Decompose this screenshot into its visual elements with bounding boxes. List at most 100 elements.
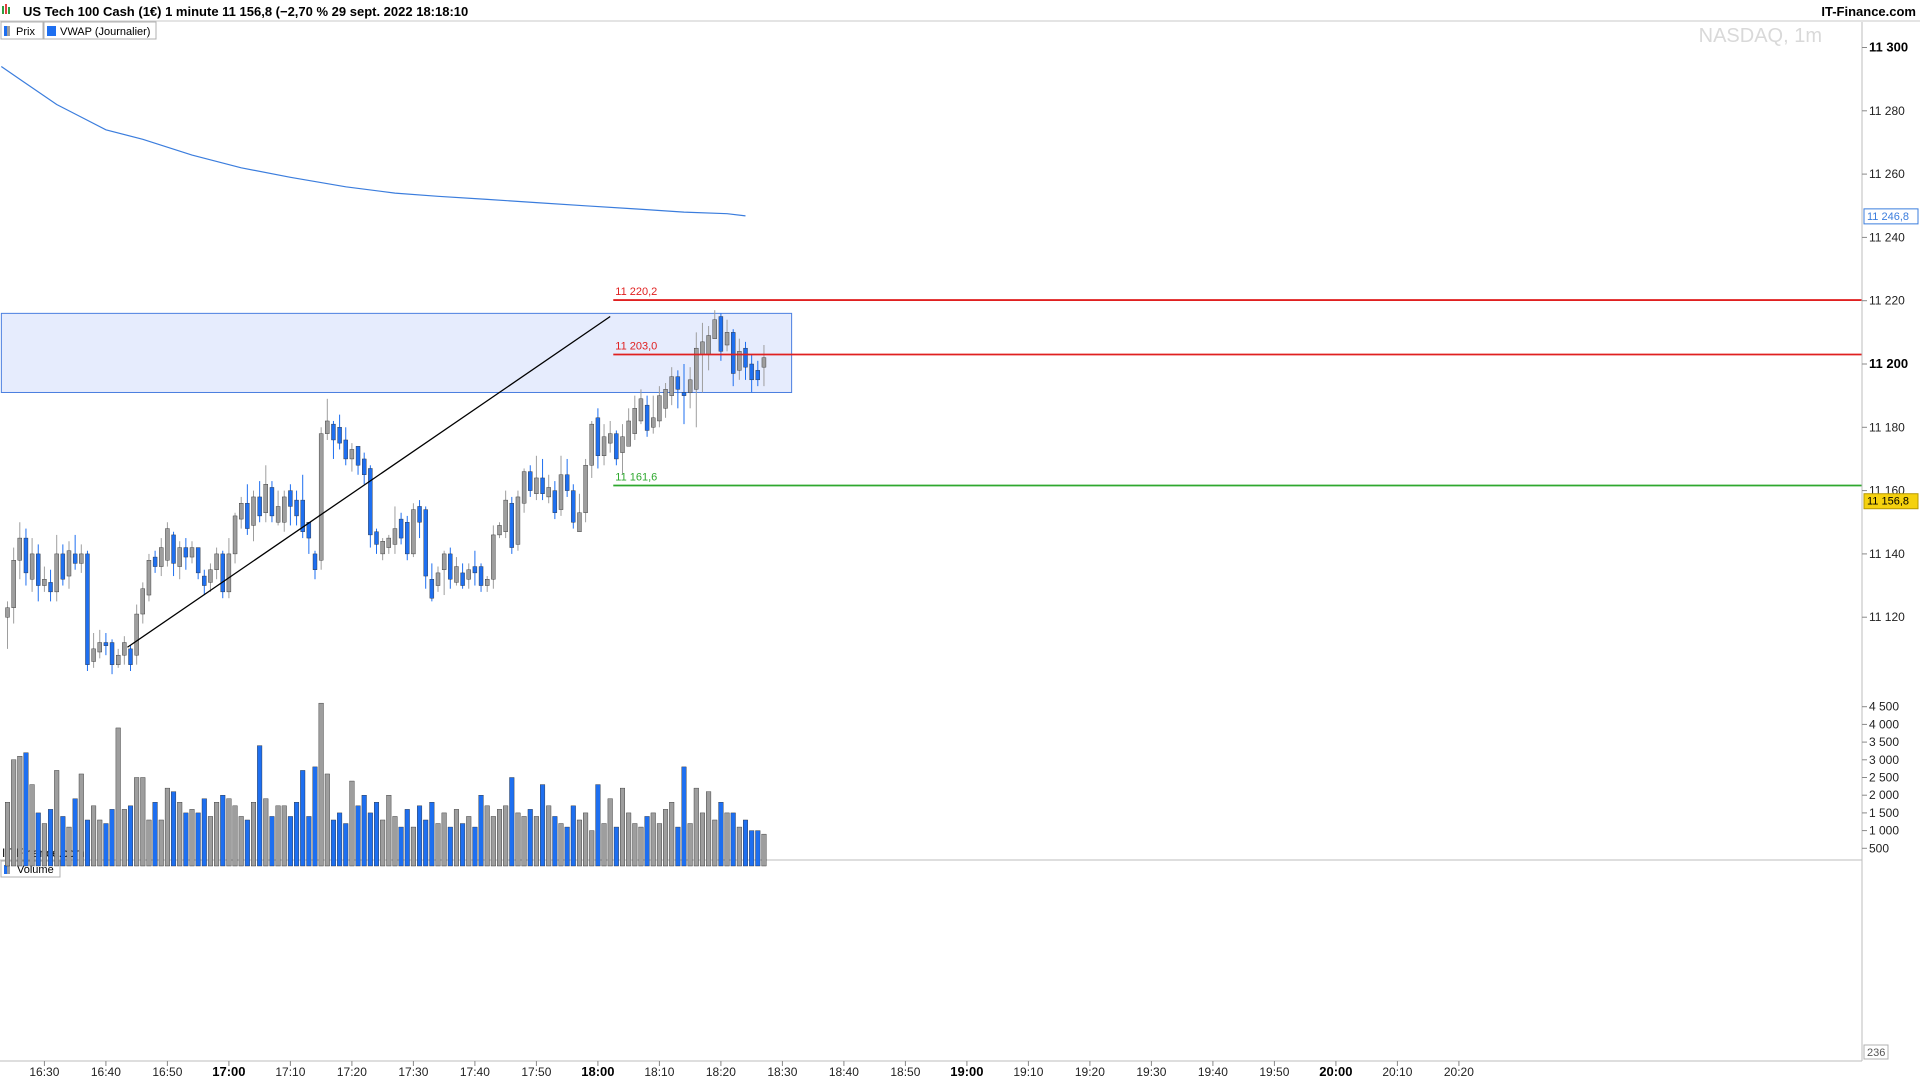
volume-bar[interactable] (103, 823, 109, 867)
volume-bar[interactable] (613, 826, 619, 867)
volume-bar[interactable] (195, 812, 201, 867)
volume-bar[interactable] (761, 833, 767, 867)
volume-bar[interactable] (736, 826, 742, 867)
volume-bar[interactable] (134, 777, 140, 867)
volume-bar[interactable] (447, 826, 453, 867)
candle[interactable] (651, 395, 656, 434)
candle[interactable] (251, 490, 256, 542)
volume-bar[interactable] (484, 805, 490, 867)
volume-bar[interactable] (257, 745, 263, 867)
candle[interactable] (171, 531, 176, 577)
candle[interactable] (626, 408, 631, 447)
candle[interactable] (318, 427, 324, 570)
candle[interactable] (282, 490, 287, 532)
candle[interactable] (657, 386, 662, 428)
volume-bar[interactable] (380, 819, 386, 867)
time-axis[interactable]: 16:30 16:40 16:50 17:00 17:10 17:20 17:30 17:40… (29, 1061, 1474, 1079)
volume-bar[interactable] (312, 766, 318, 867)
candle[interactable] (564, 458, 570, 497)
candle[interactable] (552, 481, 558, 520)
candle[interactable] (66, 541, 72, 589)
candle[interactable] (417, 500, 422, 539)
volume-bar[interactable] (675, 826, 681, 867)
volume-bar[interactable] (712, 819, 718, 867)
volume-bar[interactable] (533, 816, 539, 867)
volume-bar[interactable] (275, 805, 281, 867)
candle[interactable] (583, 458, 588, 523)
candle[interactable] (29, 538, 35, 592)
volume-bar[interactable] (146, 819, 152, 867)
candle[interactable] (140, 582, 146, 624)
volume-bar[interactable] (404, 809, 410, 867)
candle[interactable] (294, 490, 299, 526)
volume-bar[interactable] (595, 784, 601, 867)
trendline[interactable] (127, 315, 611, 648)
candle[interactable] (48, 569, 53, 602)
candle[interactable] (743, 341, 748, 380)
volume-bar[interactable] (324, 773, 330, 867)
candle[interactable] (694, 332, 699, 428)
candle[interactable] (128, 645, 133, 672)
candle[interactable] (423, 506, 428, 589)
volume-bar[interactable] (423, 819, 429, 867)
candle[interactable] (36, 544, 41, 602)
candle[interactable] (528, 465, 533, 497)
candle[interactable] (159, 538, 164, 577)
volume-bar[interactable] (355, 805, 361, 867)
volume-bar[interactable] (663, 809, 669, 867)
volume-bar[interactable] (749, 830, 755, 867)
candle[interactable] (263, 465, 268, 523)
candle[interactable] (441, 550, 447, 596)
supply-zone-rect[interactable] (0, 312, 793, 393)
candle[interactable] (429, 563, 435, 602)
candle[interactable] (11, 547, 16, 624)
volume-bar[interactable] (250, 802, 256, 867)
volume-bar[interactable] (466, 816, 472, 867)
candle[interactable] (312, 550, 318, 580)
candle[interactable] (103, 633, 109, 656)
volume-bar[interactable] (207, 816, 213, 867)
candle[interactable] (540, 458, 545, 501)
candle[interactable] (515, 490, 521, 551)
volume-bar[interactable] (681, 766, 687, 867)
candle[interactable] (755, 360, 760, 387)
volume-bar[interactable] (115, 727, 121, 867)
volume-bar[interactable] (558, 823, 564, 867)
volume-bar[interactable] (718, 802, 724, 867)
candle[interactable] (343, 427, 348, 466)
brand-top-right[interactable]: IT-Finance.com (1821, 4, 1916, 19)
volume-bar[interactable] (644, 816, 650, 867)
legend-vwap-box[interactable] (43, 21, 157, 40)
candle[interactable] (275, 490, 281, 526)
candle[interactable] (269, 481, 275, 523)
volume-bar[interactable] (91, 805, 97, 867)
volume-bar[interactable] (638, 826, 644, 867)
volume-bar[interactable] (503, 805, 509, 867)
candle[interactable] (534, 455, 539, 501)
volume-bar[interactable] (78, 773, 84, 867)
candle[interactable] (202, 569, 207, 596)
candle[interactable] (60, 544, 66, 586)
candle[interactable] (232, 512, 238, 564)
candle[interactable] (17, 522, 22, 580)
volume-bar[interactable] (35, 812, 41, 867)
volume-bar[interactable] (669, 802, 675, 867)
candle[interactable] (614, 430, 619, 466)
volume-bar[interactable] (564, 826, 570, 867)
volume-bar[interactable] (220, 795, 226, 867)
volume-bar[interactable] (263, 798, 269, 867)
candle[interactable] (669, 367, 674, 406)
candle[interactable] (638, 389, 644, 425)
candle[interactable] (72, 534, 78, 570)
candle[interactable] (608, 420, 613, 453)
candle[interactable] (761, 345, 767, 387)
volume-bar[interactable] (349, 780, 355, 867)
volume-bar[interactable] (730, 812, 736, 867)
candle[interactable] (288, 484, 293, 526)
candle[interactable] (491, 525, 496, 589)
volume-bar[interactable] (84, 819, 90, 867)
candle[interactable] (368, 465, 373, 548)
volume-bar[interactable] (398, 826, 404, 867)
